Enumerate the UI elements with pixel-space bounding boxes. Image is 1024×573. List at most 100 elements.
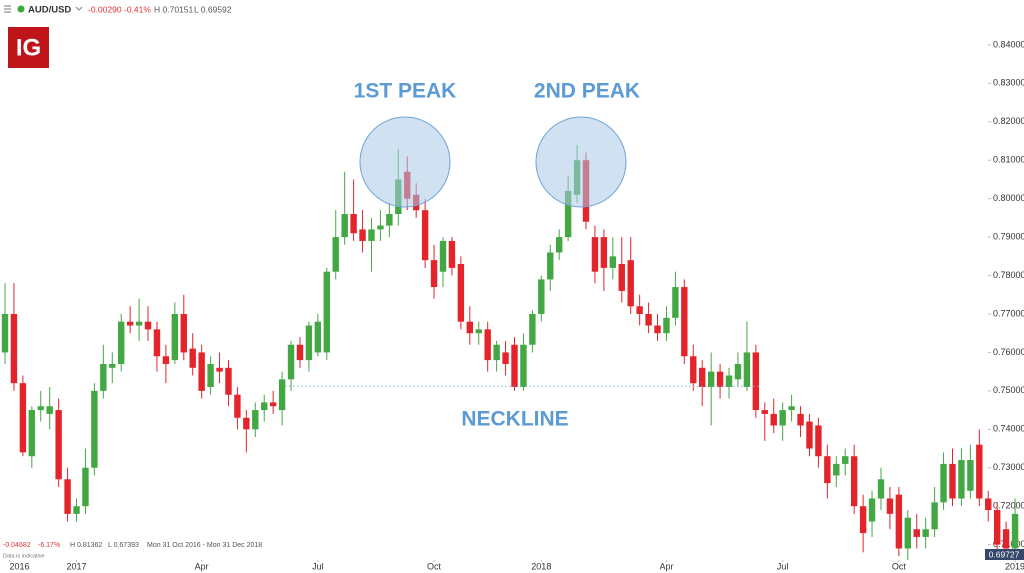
candle-body (439, 240, 447, 272)
candle-body (91, 390, 98, 468)
candle-body (967, 460, 974, 491)
candle-body (234, 394, 241, 418)
candle-body (189, 348, 196, 368)
candle-body (949, 463, 956, 499)
candle-body (904, 517, 911, 549)
candle-body (761, 410, 768, 414)
candle-body (707, 371, 715, 388)
candle-body (1002, 529, 1010, 549)
candle-body (493, 344, 500, 361)
candle-body (770, 413, 777, 426)
candle-body (314, 321, 322, 353)
candle-body (225, 367, 232, 395)
candle-body (421, 210, 429, 261)
candle-body (359, 229, 366, 241)
candle-body (109, 363, 116, 368)
candle-body (135, 321, 143, 326)
candle-body (931, 502, 938, 530)
symbol[interactable]: AUD/USD (28, 5, 71, 16)
candle-body (895, 494, 903, 549)
candle-body (287, 344, 295, 380)
candle-body (886, 498, 894, 514)
candle-body (725, 375, 733, 388)
candle-body (859, 506, 867, 534)
candle-body (475, 329, 482, 334)
candle-body (305, 325, 313, 361)
candle-body (654, 325, 661, 334)
header-change-pct: -0.41% (124, 4, 151, 14)
candle-body (46, 406, 53, 414)
candle-body (377, 225, 384, 230)
candle-body (636, 306, 643, 314)
candle-body (243, 417, 250, 430)
candle-body (252, 410, 259, 430)
candle-body (484, 329, 491, 361)
y-tick-label: 0.74000 (993, 424, 1024, 434)
footer-change-pct: -6.17% (38, 542, 60, 549)
x-tick-label: Oct (892, 561, 907, 571)
candle-body (126, 321, 134, 326)
candle-body (466, 321, 474, 334)
candle-body (627, 260, 634, 307)
candle-body (323, 271, 330, 353)
annotation: 2ND PEAK (534, 80, 640, 103)
candle-body (198, 352, 205, 391)
candle-body (743, 352, 751, 388)
candle-body (100, 363, 107, 391)
candle-body (520, 344, 527, 388)
candle-body (663, 317, 670, 334)
neckline-label: NECKLINE (461, 408, 568, 431)
candle-body (386, 214, 393, 226)
x-tick-label: Jul (312, 561, 324, 571)
x-tick-label: Oct (427, 561, 442, 571)
candle-body (555, 237, 563, 253)
candle-body (341, 214, 348, 238)
candle-body (162, 356, 170, 364)
candle-body (457, 264, 465, 322)
candle-body (868, 498, 876, 522)
candle-body (993, 510, 1001, 545)
candle-body (985, 498, 992, 511)
candle-body (144, 321, 152, 330)
y-tick-label: 0.83000 (993, 78, 1024, 88)
x-tick-label: Apr (195, 561, 209, 571)
candle-body (958, 460, 965, 499)
candle-body (672, 287, 679, 318)
candle-body (350, 214, 357, 234)
candle-body (609, 256, 617, 268)
candle-body (690, 356, 697, 384)
annotation: 1ST PEAK (354, 80, 457, 103)
candle-body (153, 329, 161, 357)
footer-range: Mon 31 Oct 2016 - Mon 31 Dec 2018 (147, 542, 262, 549)
candle-body (296, 344, 304, 361)
header-low: L 0.69592 (194, 4, 232, 14)
candle-body (734, 363, 742, 380)
candle-body (1011, 513, 1019, 549)
candle-body (55, 410, 62, 480)
candle-body (82, 467, 89, 507)
y-tick-label: 0.81000 (993, 155, 1024, 165)
candle-body (779, 410, 786, 426)
candle-body (269, 402, 277, 407)
candle-body (529, 313, 536, 345)
x-tick-label: Apr (659, 561, 673, 571)
candle-body (716, 371, 724, 388)
candle-body (19, 383, 27, 453)
y-tick-label: 0.82000 (993, 116, 1024, 126)
y-tick-label: 0.80000 (993, 193, 1024, 203)
menu-icon[interactable] (4, 5, 11, 13)
candle-body (118, 321, 125, 364)
candle-body (752, 352, 760, 411)
y-tick-label: 0.79000 (993, 231, 1024, 241)
last-price: 0.69727 (989, 549, 1020, 559)
candle-body (940, 463, 947, 503)
candle-body (171, 313, 179, 361)
candle-body (538, 279, 545, 314)
footer-low: L 0.67393 (108, 542, 139, 549)
candle-body (913, 529, 920, 537)
candle-body (37, 406, 44, 411)
symbol-dropdown[interactable] (75, 6, 83, 11)
candle-body (797, 413, 804, 426)
candle-body (806, 421, 813, 449)
